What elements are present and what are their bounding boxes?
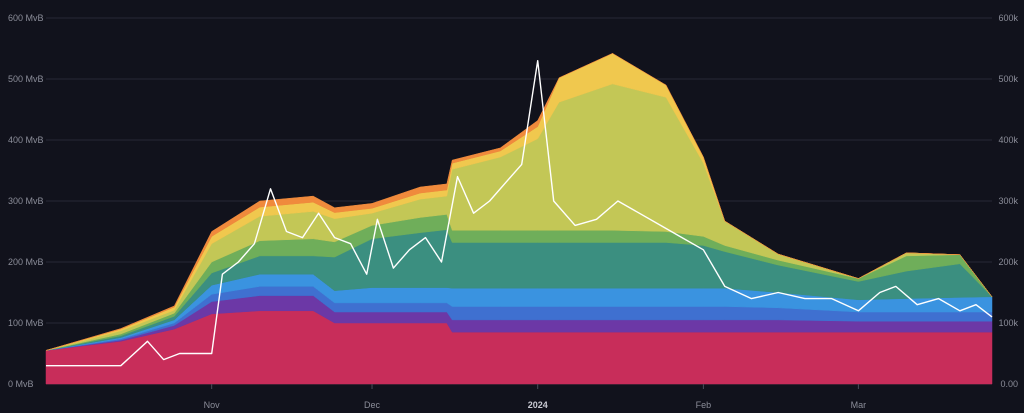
y-left-tick-label: 300 MvB [8, 196, 44, 206]
x-tick-label: Nov [204, 400, 221, 410]
line-series [46, 60, 993, 367]
y-left-tick-label: 600 MvB [8, 13, 44, 23]
y-left-tick-label: 200 MvB [8, 257, 44, 267]
y-left-tick-label: 500 MvB [8, 74, 44, 84]
y-right-tick-label: 100k [998, 318, 1018, 328]
x-tick-label: Mar [851, 400, 867, 410]
x-tick-label: 2024 [528, 400, 548, 410]
area-series-9 [45, 53, 993, 351]
y-left-tick-label: 0 MvB [8, 379, 34, 389]
x-tick-label: Feb [696, 400, 712, 410]
line-layer [46, 60, 993, 367]
y-right-tick-label: 200k [998, 257, 1018, 267]
area-layer [45, 53, 993, 385]
y-right-tick-label: 0.00 [1000, 379, 1018, 389]
y-right-tick-label: 300k [998, 196, 1018, 206]
y-right-tick-label: 600k [998, 13, 1018, 23]
y-left-tick-label: 400 MvB [8, 135, 44, 145]
y-left-tick-label: 100 MvB [8, 318, 44, 328]
x-tick-label: Dec [364, 400, 381, 410]
y-right-tick-label: 400k [998, 135, 1018, 145]
axis-layer: 0 MvB 0.00 100 MvB 100k 200 MvB 200k 300 MvB 30… [8, 13, 1018, 410]
y-right-tick-label: 500k [998, 74, 1018, 84]
